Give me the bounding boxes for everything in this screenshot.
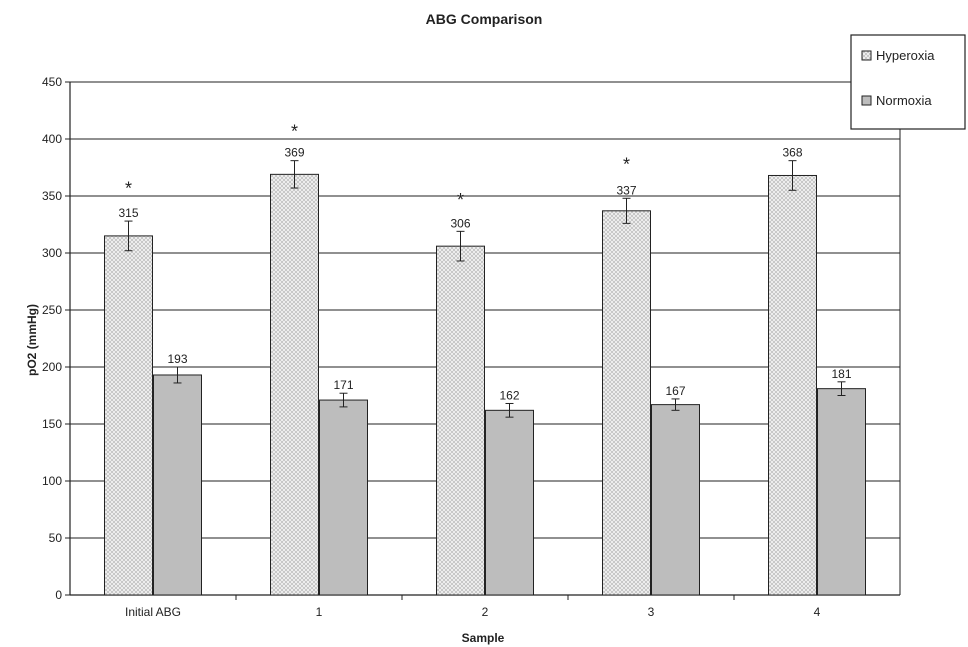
data-label: 306 [450,216,470,230]
bar-hyperoxia [104,235,153,596]
data-label: 369 [284,146,304,160]
x-tick-label: 4 [814,605,821,619]
data-labels: 315 369 306 337 368 193 171 162 167 181 * * * * [118,122,851,403]
chart-title: ABG Comparison [426,11,543,27]
y-tick-label: 250 [42,303,62,317]
x-tick-label: Initial ABG [125,605,181,619]
data-label: 171 [333,378,353,392]
y-tick-label: 200 [42,360,62,374]
data-label: 181 [831,367,851,381]
data-label: 315 [118,206,138,220]
y-tick-label: 0 [55,588,62,602]
bar-normoxia [153,374,202,596]
bar-normoxia [817,388,866,596]
y-axis-title: pO2 (mmHg) [25,304,39,376]
x-tick-label: 3 [648,605,655,619]
x-axis-title: Sample [462,631,505,645]
x-axis-ticks: Initial ABG 1 2 3 4 [125,595,821,619]
y-axis-ticks: 0 50 100 150 200 250 300 350 400 450 [42,75,70,602]
x-tick-label: 2 [482,605,489,619]
legend: Hyperoxia Normoxia [850,34,966,130]
y-tick-label: 400 [42,132,62,146]
x-tick-label: 1 [316,605,323,619]
data-label: 162 [499,388,519,402]
y-tick-label: 100 [42,474,62,488]
legend-swatch-normoxia [861,95,872,106]
significance-marker: * [291,122,298,142]
bar-hyperoxia [602,210,651,596]
significance-marker: * [125,179,132,199]
data-label: 337 [616,183,636,197]
significance-marker: * [457,190,464,210]
y-tick-label: 300 [42,246,62,260]
y-tick-label: 50 [49,531,63,545]
bar-normoxia [651,404,700,596]
significance-marker: * [623,155,630,175]
legend-label-hyperoxia: Hyperoxia [876,48,935,63]
y-tick-label: 350 [42,189,62,203]
bar-hyperoxia [270,173,319,596]
bar-normoxia [485,409,534,596]
bar-normoxia [319,399,368,596]
bar-hyperoxia [768,174,817,596]
data-label: 167 [665,384,685,398]
y-tick-label: 450 [42,75,62,89]
legend-swatch-hyperoxia [861,50,872,61]
bars [104,160,866,596]
bar-hyperoxia [436,245,485,596]
data-label: 368 [782,146,802,160]
y-tick-label: 150 [42,417,62,431]
data-label: 193 [167,352,187,366]
legend-label-normoxia: Normoxia [876,93,932,108]
